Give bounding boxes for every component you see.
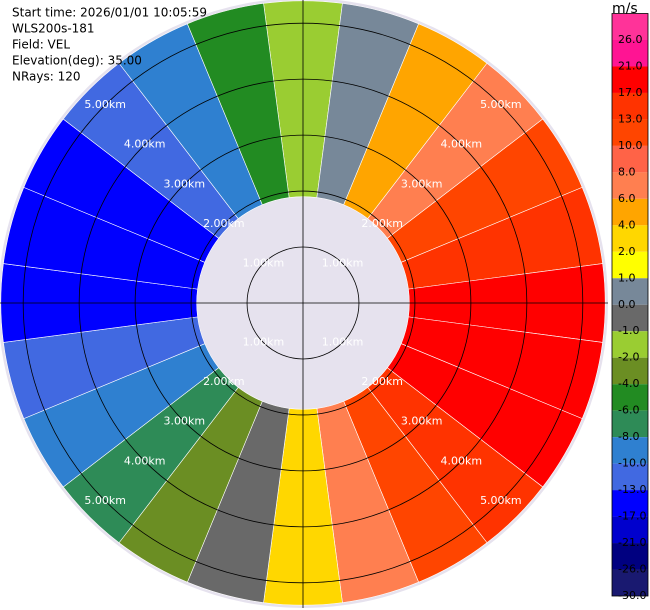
range-ring-label: 3.00km bbox=[401, 177, 443, 190]
range-ring bbox=[22, 22, 584, 584]
colorbar-segment bbox=[612, 437, 648, 464]
colorbar-segment bbox=[612, 516, 648, 544]
range-ring bbox=[78, 78, 528, 528]
colorbar-tick-label: 1.0 bbox=[618, 271, 636, 284]
colorbar-tick-label: 17.0 bbox=[618, 86, 643, 99]
velocity-sector bbox=[186, 3, 290, 206]
colorbar-tick-label: -1.0 bbox=[618, 324, 639, 337]
range-ring-label: 4.00km bbox=[440, 138, 482, 151]
colorbar-segment bbox=[612, 13, 648, 40]
range-ring-label: 3.00km bbox=[401, 415, 443, 428]
colorbar-tick-label: 6.0 bbox=[618, 192, 636, 205]
header-line: Field: VEL bbox=[12, 38, 70, 52]
colorbar-segment bbox=[612, 543, 648, 570]
colorbar-tick-label: 0.0 bbox=[618, 298, 636, 311]
colorbar-tick-label: -2.0 bbox=[618, 351, 639, 364]
range-ring-label: 1.00km bbox=[243, 336, 285, 349]
range-ring-label: 1.00km bbox=[322, 336, 364, 349]
range-ring bbox=[134, 134, 472, 472]
range-ring-label: 1.00km bbox=[243, 256, 285, 269]
overlay: 1.00km 1.00km 1.00km 1.00km 2.00km 2.00km 2.00… bbox=[0, 0, 608, 608]
range-ring-label: 1.00km bbox=[322, 256, 364, 269]
colorbar-tick-label: -30.0 bbox=[618, 589, 646, 602]
colorbar-tick-label: -10.0 bbox=[618, 457, 646, 470]
range-ring bbox=[190, 190, 416, 416]
range-ring bbox=[246, 246, 360, 360]
range-ring-label: 5.00km bbox=[84, 494, 126, 507]
colorbar-segment bbox=[612, 384, 648, 411]
colorbar-tick-label: -4.0 bbox=[618, 377, 639, 390]
colorbar-segment bbox=[612, 92, 648, 120]
colorbar-tick-label: 26.0 bbox=[618, 33, 643, 46]
colorbar-segment bbox=[612, 278, 648, 305]
range-ring-label: 2.00km bbox=[361, 375, 403, 388]
range-ring-label: 4.00km bbox=[124, 454, 166, 467]
colorbar-segment bbox=[612, 490, 648, 517]
range-ring-label: 3.00km bbox=[163, 177, 205, 190]
range-ring-label: 3.00km bbox=[163, 415, 205, 428]
colorbar-segment bbox=[612, 119, 648, 146]
colorbar-segment bbox=[612, 172, 648, 199]
colorbar-tick-label: -17.0 bbox=[618, 510, 646, 523]
range-ring-label: 2.00km bbox=[203, 375, 245, 388]
colorbar-segment bbox=[612, 145, 648, 173]
colorbar-segment bbox=[612, 66, 648, 93]
range-ring-label: 2.00km bbox=[361, 217, 403, 230]
range-ring-label: 5.00km bbox=[480, 98, 522, 111]
colorbar-tick-label: 8.0 bbox=[618, 165, 636, 178]
velocity-field bbox=[0, 0, 608, 608]
colorbar-segment bbox=[612, 569, 648, 596]
range-ring-label: 4.00km bbox=[440, 454, 482, 467]
colorbar-tick-label: 2.0 bbox=[618, 245, 636, 258]
colorbar-segment bbox=[612, 331, 648, 358]
colorbar-tick-label: -21.0 bbox=[618, 536, 646, 549]
colorbar-segment bbox=[612, 40, 648, 67]
colorbar-tick-label: -26.0 bbox=[618, 563, 646, 576]
range-ring-label: 5.00km bbox=[480, 494, 522, 507]
range-ring-label: 5.00km bbox=[84, 98, 126, 111]
colorbar-tick-label: 4.0 bbox=[618, 218, 636, 231]
colorbar-tick-label: 21.0 bbox=[618, 59, 643, 72]
range-ring-label: 2.00km bbox=[203, 217, 245, 230]
colorbar-tick-label: 10.0 bbox=[618, 139, 643, 152]
colorbar-segment bbox=[612, 357, 648, 385]
colorbar-segment bbox=[612, 198, 648, 226]
colorbar-segment bbox=[612, 225, 648, 252]
colorbar-tick-label: -6.0 bbox=[618, 404, 639, 417]
colorbar-unit: m/s bbox=[612, 1, 638, 17]
colorbar-frame bbox=[611, 13, 649, 597]
header-line: NRays: 120 bbox=[12, 70, 81, 84]
header-line: Start time: 2026/01/01 10:05:59 bbox=[12, 6, 207, 20]
colorbar-tick-label: -13.0 bbox=[618, 483, 646, 496]
colorbar-segment bbox=[612, 251, 648, 279]
colorbar-segment bbox=[612, 410, 648, 438]
colorbar-segment bbox=[612, 304, 648, 332]
colorbar-tick-label: -8.0 bbox=[618, 430, 639, 443]
header-line: WLS200s-181 bbox=[12, 22, 95, 36]
colorbar-segment bbox=[612, 463, 648, 491]
range-ring-label: 4.00km bbox=[124, 138, 166, 151]
colorbar-tick-label: 13.0 bbox=[618, 112, 643, 125]
header-line: Elevation(deg): 35.00 bbox=[12, 54, 142, 68]
